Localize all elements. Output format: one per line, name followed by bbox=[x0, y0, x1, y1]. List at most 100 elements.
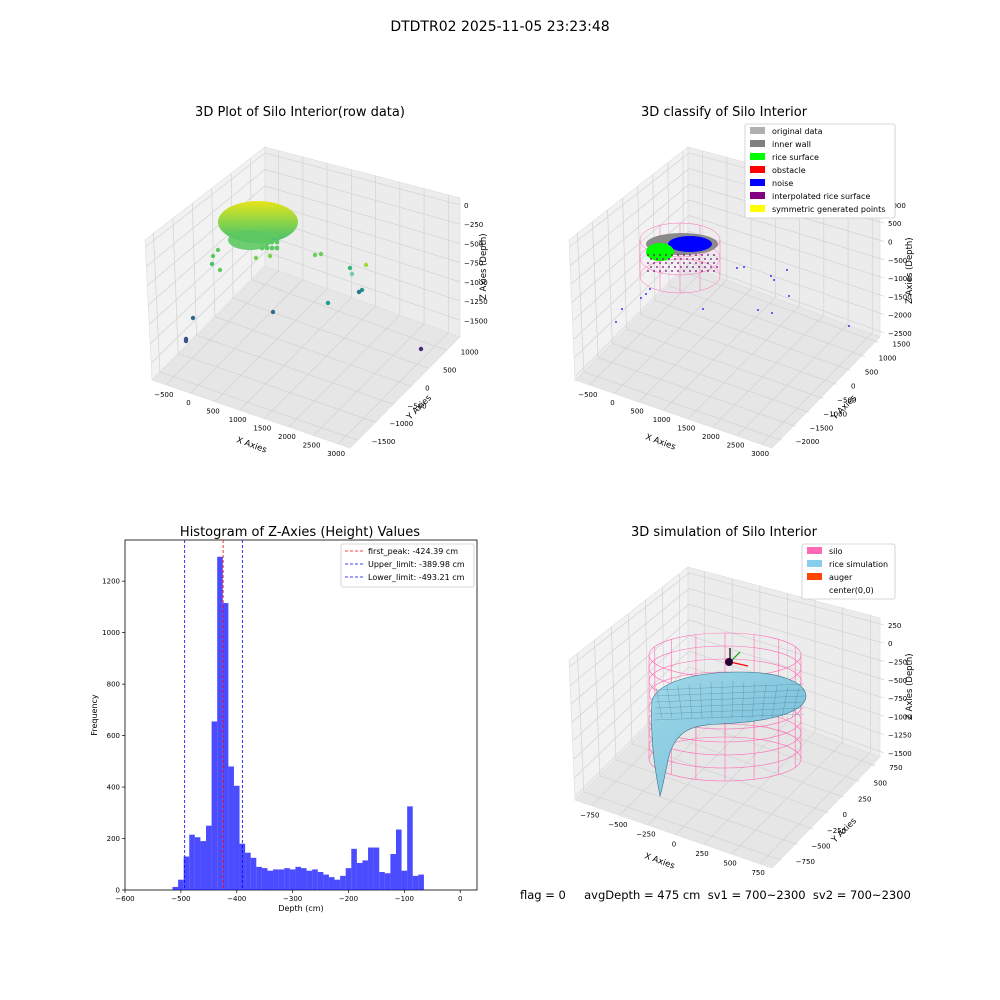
x-tick-label: −300 bbox=[283, 895, 302, 903]
interpolated-point bbox=[659, 270, 661, 272]
interpolated-point bbox=[698, 266, 700, 268]
histogram-bar bbox=[284, 868, 290, 890]
mesh-line bbox=[677, 685, 683, 719]
y-tick-label: 0 bbox=[842, 811, 846, 819]
legend-label: rice simulation bbox=[829, 560, 888, 569]
y-tick-label: 0 bbox=[425, 384, 429, 392]
interpolated-point bbox=[653, 254, 655, 256]
x-tick-label: −250 bbox=[636, 831, 655, 839]
noise-point bbox=[640, 297, 642, 299]
x-tick-label: 1500 bbox=[253, 425, 271, 433]
classify-plot-title: 3D classify of Silo Interior bbox=[641, 105, 808, 120]
raw-data-point bbox=[264, 233, 270, 239]
x-tick-label: 3000 bbox=[751, 450, 769, 458]
histogram-bar bbox=[368, 847, 374, 890]
histogram-bar bbox=[206, 825, 212, 890]
histogram-bar bbox=[351, 848, 357, 890]
mesh-line bbox=[710, 681, 713, 719]
interpolated-point bbox=[665, 270, 667, 272]
mesh-line bbox=[654, 701, 805, 709]
x-tick-label: −400 bbox=[227, 895, 246, 903]
legend-label: rice surface bbox=[772, 153, 819, 162]
raw-axis-ticks: −500 0 500 1000 1500 2000 2500 3000 1000 500 0 −500… bbox=[154, 202, 487, 458]
legend-swatch bbox=[750, 153, 765, 160]
interpolated-point bbox=[713, 262, 715, 264]
panel-simulation-3d: 3D simulation of Silo Interior −750 −500 −… bbox=[568, 525, 915, 877]
interpolated-point bbox=[716, 266, 718, 268]
classify-rice-surface bbox=[646, 243, 674, 261]
x-tick-label: 2000 bbox=[702, 433, 720, 441]
z-tick-label: −2500 bbox=[888, 330, 912, 338]
interpolated-point bbox=[713, 270, 715, 272]
noise-point bbox=[621, 308, 623, 310]
y-tick-label: 250 bbox=[858, 795, 871, 803]
noise-point bbox=[645, 293, 647, 295]
raw-floor-pane bbox=[151, 265, 461, 449]
grid-line-z bbox=[146, 169, 461, 267]
raw-data-point bbox=[264, 245, 270, 251]
mesh-line bbox=[654, 707, 805, 715]
interpolated-point bbox=[689, 254, 691, 256]
z-tick-label: −1000 bbox=[888, 275, 912, 283]
panel-histogram: Histogram of Z-Axies (Height) Values −60… bbox=[90, 525, 478, 913]
y-tick-label: 500 bbox=[874, 780, 887, 788]
interpolated-point bbox=[680, 266, 682, 268]
z-tick-label: −250 bbox=[888, 658, 907, 666]
legend-swatch bbox=[750, 179, 765, 186]
mesh-line bbox=[761, 684, 767, 719]
grid-line-y bbox=[611, 627, 813, 830]
grid-line-y bbox=[577, 653, 782, 861]
grid-line-y bbox=[607, 210, 810, 413]
interpolated-point bbox=[653, 262, 655, 264]
interpolated-point bbox=[683, 254, 685, 256]
x-tick-label: 0 bbox=[610, 399, 614, 407]
legend-swatch bbox=[807, 547, 822, 554]
x-tick-label: 500 bbox=[630, 408, 643, 416]
grid-line-y bbox=[628, 613, 829, 814]
legend-label: Lower_limit: -493.21 cm bbox=[368, 573, 465, 582]
interpolated-point bbox=[647, 262, 649, 264]
histogram-axis-ticks: −600 −500 −400 −300 −200 −100 0 0 200 400 600 800 10… bbox=[102, 578, 462, 903]
raw-data-point bbox=[325, 300, 331, 306]
y-tick-label: 800 bbox=[107, 681, 120, 689]
grid-line-x bbox=[614, 156, 728, 394]
grid-line-x bbox=[703, 599, 816, 845]
interpolated-point bbox=[677, 262, 679, 264]
y-tick-label: 200 bbox=[107, 835, 120, 843]
histogram-bar bbox=[217, 556, 223, 890]
interpolated-point bbox=[689, 270, 691, 272]
interpolated-point bbox=[677, 270, 679, 272]
noise-point bbox=[743, 266, 745, 268]
grid-line-y bbox=[153, 233, 358, 441]
histogram-bar bbox=[256, 866, 262, 890]
classify-noise bbox=[668, 236, 712, 252]
grid-line-y bbox=[592, 221, 796, 427]
histogram-bar bbox=[233, 785, 240, 890]
raw-data-point bbox=[217, 267, 223, 273]
histogram-bar bbox=[356, 862, 363, 890]
grid-line-y bbox=[577, 233, 782, 441]
histogram-bar bbox=[222, 603, 229, 890]
interpolated-point bbox=[668, 258, 670, 260]
noise-point bbox=[702, 308, 704, 310]
grid-line-x bbox=[761, 194, 873, 445]
raw-data-point bbox=[274, 239, 280, 245]
grid-line-y bbox=[211, 188, 412, 387]
grid-line-x bbox=[712, 182, 825, 428]
grid-line-x bbox=[688, 175, 800, 419]
grid-line-z bbox=[570, 603, 885, 705]
simulation-legend: silo rice simulation auger center(0,0) bbox=[801, 543, 896, 600]
interpolated-point bbox=[683, 262, 685, 264]
grid-line-x bbox=[165, 150, 279, 386]
grid-line-y bbox=[622, 198, 824, 399]
noise-point bbox=[788, 295, 790, 297]
histogram-bar bbox=[273, 869, 279, 890]
legend-label: auger bbox=[829, 573, 853, 582]
grid-line-z bbox=[571, 619, 885, 723]
histogram-bar bbox=[289, 869, 296, 890]
x-tick-label: 500 bbox=[723, 860, 736, 868]
raw-data-point bbox=[269, 233, 275, 239]
raw-z-axis-label: Z Axies (Depth) bbox=[479, 233, 489, 300]
raw-scatter bbox=[183, 233, 424, 352]
interpolated-point bbox=[686, 258, 688, 260]
